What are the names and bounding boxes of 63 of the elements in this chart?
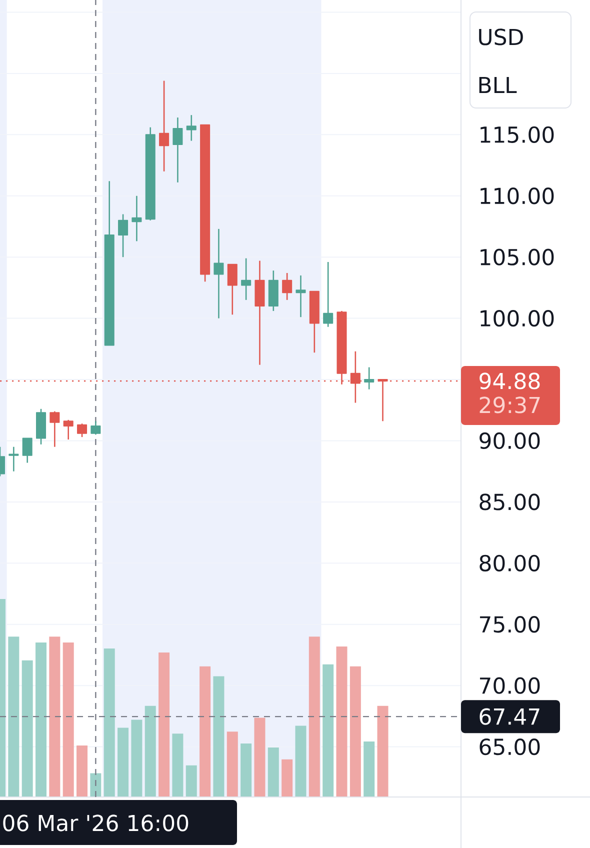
x-tick-label: 06 Mar '26 16:00 [3,814,188,832]
candlestick [172,116,183,184]
candlestick [132,195,142,242]
candlestick [378,378,388,422]
bar [377,706,388,797]
y-tick-label: 110.00 [480,188,554,204]
bar [186,765,197,797]
bar [350,666,361,797]
bar [131,720,142,797]
y-tick-label: 105.00 [480,248,554,266]
bar [62,642,74,797]
bar [308,636,320,797]
bar [226,732,238,797]
y-tick-label: 115.00 [480,126,554,143]
candlestick [323,261,334,328]
text: BLL [479,76,517,94]
candlestick [63,419,74,440]
bar [22,660,33,797]
bar [172,734,184,797]
bar [240,744,252,797]
bar [200,666,211,797]
bar [268,748,279,797]
bar [49,636,60,797]
bar [282,759,293,797]
bar [158,652,170,797]
bar [90,773,102,797]
bar [36,642,47,797]
candlestick [282,272,292,301]
bar [364,742,375,797]
candlestick [77,422,88,438]
candlestick [50,410,60,448]
y-tick-label: 85.00 [480,494,540,510]
bar [118,728,129,797]
y-tick-label: 100.00 [480,310,554,327]
candlestick [118,214,128,258]
y-tick-label: 75.00 [480,616,540,633]
text: 29:37 [480,396,540,414]
candlestick [241,258,252,301]
candlestick [364,366,374,390]
candlestick [296,274,306,318]
text: USD [479,28,523,46]
bar [254,718,266,797]
candlestick [227,264,238,316]
bar [295,726,306,797]
y-tick-label: 70.00 [480,677,540,694]
bar [336,646,348,797]
ref-line-label: 94.88 [480,372,540,390]
bar [322,664,334,797]
candlestick [8,446,19,472]
bar [104,648,115,797]
bar [213,676,224,797]
y-tick-label: 65.00 [480,738,540,756]
candlestick [186,114,196,142]
bar [144,706,156,797]
candlestick [159,80,170,172]
y-tick-label: 80.00 [480,554,540,572]
ref-line-label: 67.47 [480,708,540,725]
bar [76,746,88,797]
bar [8,636,20,797]
candlestick [214,228,224,319]
candlestick [22,438,32,464]
candlestick [90,420,101,436]
y-tick-label: 90.00 [480,432,540,450]
